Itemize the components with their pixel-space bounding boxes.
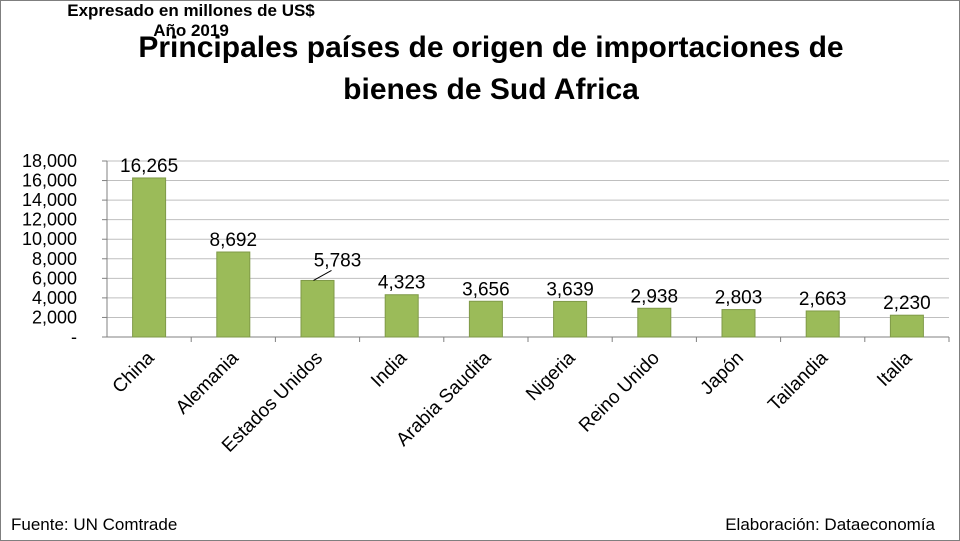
- x-tick-label: Alemania: [172, 347, 243, 418]
- bar: [132, 177, 167, 338]
- x-tick-label: India: [367, 347, 411, 391]
- data-label: 2,803: [715, 288, 763, 309]
- y-tick-label: 12,000: [22, 210, 77, 230]
- y-tick-label: 2,000: [32, 307, 77, 327]
- credit-note: Elaboración: Dataeconomía: [725, 515, 935, 534]
- x-tick-label: Italia: [873, 347, 917, 391]
- data-label: 3,656: [462, 279, 510, 300]
- bar: [468, 300, 503, 338]
- bar: [300, 279, 335, 338]
- year-note: Año 2019: [153, 21, 229, 40]
- chart-title-line-1: Principales países de origen de importac…: [138, 31, 844, 64]
- bar: [637, 307, 672, 338]
- data-label: 2,938: [631, 286, 679, 307]
- y-tick-label: 10,000: [22, 229, 77, 249]
- bar: [889, 314, 924, 338]
- bar: [721, 309, 756, 338]
- y-tick-label: 4,000: [32, 288, 77, 308]
- chart-title: Principales países de origen de importac…: [81, 27, 901, 111]
- data-label: 3,639: [546, 279, 594, 300]
- x-tick-label: Japón: [697, 348, 748, 399]
- data-label-leader: [313, 270, 332, 281]
- source-note: Fuente: UN Comtrade: [11, 515, 178, 534]
- x-tick-label: Reino Unido: [575, 348, 664, 437]
- data-label: 2,230: [883, 293, 931, 314]
- x-tick-label: China: [109, 347, 159, 397]
- y-tick-label: 8,000: [32, 249, 77, 269]
- x-tick-label: Tailandia: [764, 347, 832, 415]
- units-note: Expresado en millones de US$: [67, 1, 315, 20]
- y-tick-label: 16,000: [22, 171, 77, 191]
- y-tick-label: 6,000: [32, 268, 77, 288]
- x-tick-label: Nigeria: [522, 347, 580, 405]
- data-label: 5,783: [314, 250, 362, 271]
- bar: [384, 294, 419, 338]
- data-label: 8,692: [210, 230, 258, 251]
- bar: [216, 251, 251, 338]
- y-tick-label: 18,000: [22, 151, 77, 171]
- chart-title-line-2: bienes de Sud Africa: [343, 73, 639, 106]
- y-tick-label: -: [71, 327, 77, 347]
- bar: [805, 310, 840, 338]
- bar: [553, 300, 588, 338]
- data-label: 4,323: [378, 273, 426, 294]
- data-label: 16,265: [120, 156, 178, 177]
- y-tick-label: 14,000: [22, 190, 77, 210]
- data-label: 2,663: [799, 289, 847, 310]
